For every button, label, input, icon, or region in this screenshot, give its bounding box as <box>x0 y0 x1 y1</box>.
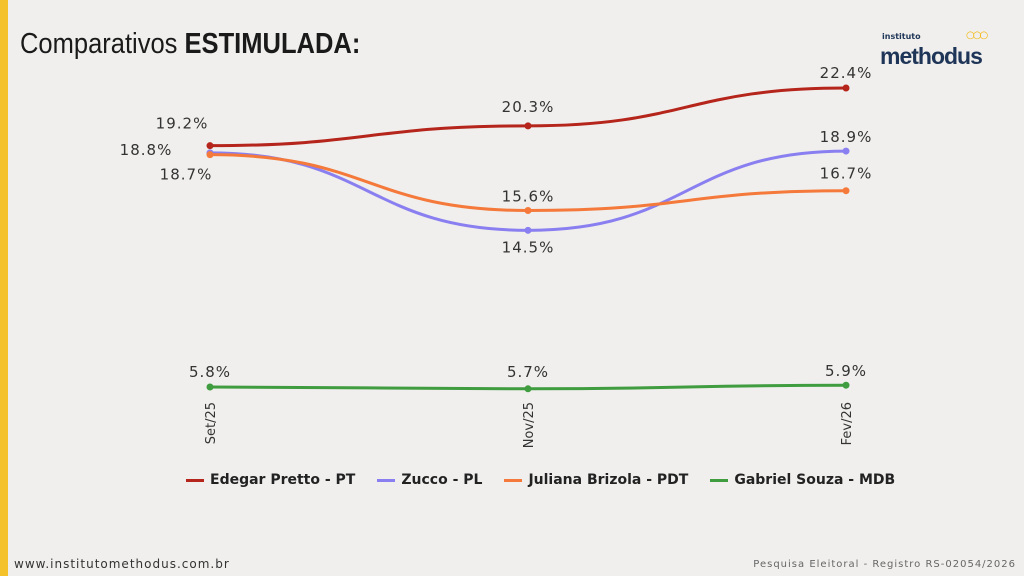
data-label: 20.3% <box>502 98 555 116</box>
series-line <box>209 86 847 148</box>
registry-note: Pesquisa Eleitoral - Registro RS-02054/2… <box>753 559 1016 570</box>
data-point <box>524 207 532 215</box>
x-tick-label: Nov/25 <box>522 402 537 448</box>
legend-label: Edegar Pretto - PT <box>210 472 356 488</box>
legend-swatch <box>710 478 729 482</box>
accent-bar <box>0 0 8 576</box>
data-label: 22.4% <box>820 64 873 82</box>
data-label: 18.9% <box>820 128 873 146</box>
data-point <box>842 381 850 389</box>
legend: Edegar Pretto - PT Zucco - PL Juliana Briz… <box>186 472 895 488</box>
data-point <box>842 147 850 155</box>
legend-swatch <box>504 478 523 482</box>
legend-label: Juliana Brizola - PDT <box>528 472 689 488</box>
data-label: 5.9% <box>825 362 867 380</box>
data-label: 14.5% <box>502 238 555 256</box>
data-label: 15.6% <box>502 188 555 206</box>
page-title: Comparativos ESTIMULADA: <box>20 28 361 60</box>
data-point <box>206 142 214 150</box>
data-label: 18.8% <box>120 141 173 159</box>
legend-label: Zucco - PL <box>401 472 483 488</box>
legend-item: Juliana Brizola - PDT <box>504 472 688 488</box>
x-tick-label: Set/25 <box>204 402 219 444</box>
data-point <box>524 122 532 130</box>
x-tick-label: Fev/26 <box>840 402 855 445</box>
data-point <box>524 226 532 234</box>
data-point <box>206 151 214 159</box>
data-label: 18.7% <box>160 166 213 184</box>
legend-swatch <box>377 478 396 482</box>
legend-item: Zucco - PL <box>377 472 482 488</box>
legend-swatch <box>186 478 204 482</box>
data-point <box>524 385 532 393</box>
legend-label: Gabriel Souza - MDB <box>734 472 896 488</box>
data-point <box>842 84 850 92</box>
legend-item: Gabriel Souza - MDB <box>710 472 895 488</box>
logo: ○○○ instituto methodus <box>880 30 988 69</box>
website-link[interactable]: www.institutomethodus.com.br <box>14 557 230 571</box>
data-label: 16.7% <box>820 165 873 183</box>
data-point <box>842 187 850 195</box>
legend-item: Edegar Pretto - PT <box>186 472 355 488</box>
data-point <box>206 383 214 391</box>
data-label: 5.7% <box>507 363 549 381</box>
data-label: 5.8% <box>189 363 231 381</box>
data-label: 19.2% <box>156 115 209 133</box>
